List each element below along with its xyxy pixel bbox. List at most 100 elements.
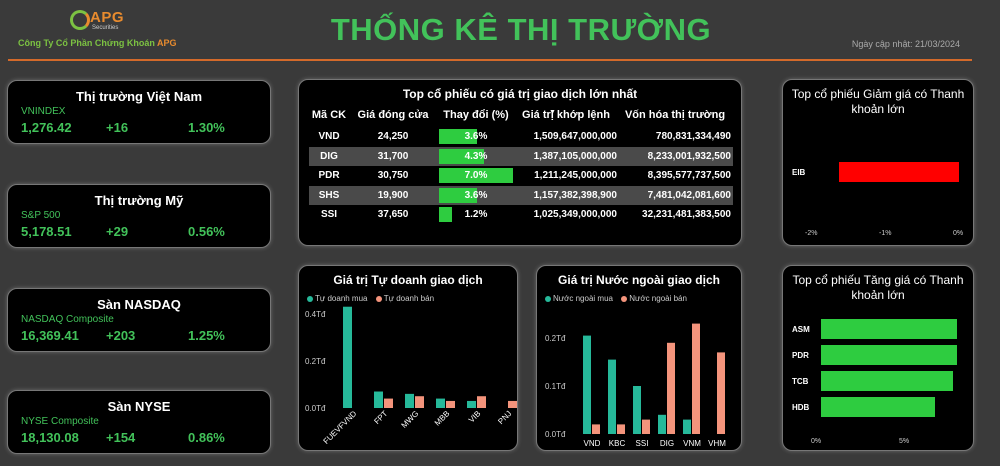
x-axis-category-label: SSI <box>636 439 649 448</box>
company-name-prefix: Công Ty Cổ Phần Chứng Khoán <box>18 38 158 48</box>
column-bar[interactable] <box>436 398 445 408</box>
column-bar[interactable] <box>374 391 383 408</box>
change-bar <box>439 207 452 222</box>
table-row[interactable]: VND 24,250 3.6% 1,509,647,000,000 780,831,33… <box>309 127 733 147</box>
cell-close: 31,700 <box>377 150 409 162</box>
cell-close: 37,650 <box>377 209 409 220</box>
legend-dot-icon <box>307 295 313 302</box>
market-change: +16 <box>106 120 129 135</box>
company-logo: APG Securities <box>70 9 160 38</box>
column-bar[interactable] <box>608 359 616 434</box>
bar[interactable] <box>821 345 957 365</box>
cell-code: PDR <box>318 170 340 181</box>
column-bar[interactable] <box>583 335 591 434</box>
column-bar[interactable] <box>717 352 725 434</box>
cell-cap: 32,231,481,383,500 <box>642 209 731 220</box>
market-index-name: NYSE Composite <box>21 416 99 427</box>
column-bar[interactable] <box>343 306 352 408</box>
cell-change: 7.0% <box>464 170 488 181</box>
column-bar[interactable] <box>692 323 700 434</box>
cell-code: VND <box>318 131 340 142</box>
cell-change: 4.3% <box>464 150 488 162</box>
legend-item-sell[interactable]: Nước ngoài bán <box>621 294 687 303</box>
column-bar[interactable] <box>617 424 625 434</box>
column-bar[interactable] <box>683 419 691 434</box>
cell-change: 3.6% <box>464 189 488 201</box>
column-header-close[interactable]: Giá đóng cửa <box>357 109 429 121</box>
y-axis-tick-label: 0.1Tđ <box>545 382 566 391</box>
table-row[interactable]: SHS 19,900 3.6% 1,157,382,398,900 7,481,042,… <box>309 185 733 205</box>
chart-title: Giá trị Tự doanh giao dịch <box>333 273 483 287</box>
market-change: +154 <box>106 430 136 445</box>
axis-tick-label: -2% <box>805 230 818 237</box>
column-bar[interactable] <box>658 414 666 434</box>
market-change-percent: 1.25% <box>188 328 225 343</box>
cell-code: SHS <box>318 189 340 201</box>
column-header-code[interactable]: Mã CK <box>311 109 347 121</box>
column-header-cap[interactable]: Vốn hóa thị trường <box>624 109 726 121</box>
column-bar[interactable] <box>467 400 476 408</box>
company-name-accent: APG <box>157 38 177 48</box>
bar-label: TCB <box>792 377 809 386</box>
column-header-value[interactable]: Giá trị khớp lệnh <box>522 109 610 121</box>
cell-code: SSI <box>320 209 338 220</box>
axis-tick-label: -1% <box>879 230 892 237</box>
market-title: Thị trường Mỹ <box>94 193 184 208</box>
bar[interactable] <box>821 319 957 339</box>
legend-dot-icon <box>621 295 628 302</box>
cell-cap: 780,831,334,490 <box>655 131 731 142</box>
change-bar <box>439 148 485 164</box>
legend-item-buy[interactable]: Nước ngoài mua <box>545 294 613 303</box>
column-bar[interactable] <box>633 386 641 434</box>
table-row[interactable]: DIG 31,700 4.3% 1,387,105,000,000 8,233,001,… <box>309 146 733 166</box>
legend-item-buy[interactable]: Tự doanh mua <box>307 294 368 303</box>
table-row[interactable]: PDR 30,750 7.0% 1,211,245,000,000 8,395,577,… <box>309 166 733 186</box>
legend-label: Nước ngoài mua <box>553 294 613 303</box>
legend-item-sell[interactable]: Tự doanh bán <box>375 294 435 303</box>
market-card-nasdaq: Sàn NASDAQ NASDAQ Composite 16,369.41 +2… <box>7 288 271 352</box>
cell-close: 19,900 <box>377 189 409 201</box>
column-bar[interactable] <box>592 424 600 434</box>
cell-change: 1.2% <box>464 209 488 220</box>
column-bar[interactable] <box>642 419 650 434</box>
column-bar[interactable] <box>508 400 517 408</box>
bar-label: ASM <box>792 325 810 334</box>
foreign-column-chart: 0.0Tđ 0.1Tđ 0.2Tđ VND KBC SSI DIG VNM VHM <box>545 323 726 448</box>
column-bar[interactable] <box>477 396 486 408</box>
y-axis-tick-label: 0.0Tđ <box>305 404 326 413</box>
market-index-name: S&P 500 <box>21 210 61 221</box>
x-axis-category-label: DIG <box>660 439 674 448</box>
x-axis-category-label: VHM <box>708 439 726 448</box>
market-change-percent: 0.86% <box>188 430 225 445</box>
axis-tick-label: 0% <box>953 230 964 237</box>
proprietary-column-chart: 0.0Tđ 0.2Tđ 0.4Tđ FUEVFVND FPT MWG MBB VIB PNJ <box>305 306 517 446</box>
cell-value: 1,025,349,000,000 <box>533 209 617 220</box>
column-bar[interactable] <box>405 393 414 408</box>
market-index-name: NASDAQ Composite <box>21 314 114 325</box>
bar[interactable] <box>821 371 953 391</box>
top-decrease-card: Top cổ phiếu Giảm giá có Thanh khoản lớn… <box>782 79 974 246</box>
legend-label: Tự doanh mua <box>315 294 368 303</box>
market-index-value: 1,276.42 <box>21 120 72 135</box>
column-bar[interactable] <box>667 342 675 434</box>
legend-label: Tự doanh bán <box>383 294 435 303</box>
table-row[interactable]: SSI 37,650 1.2% 1,025,349,000,000 32,231,481… <box>309 205 733 225</box>
column-bar[interactable] <box>446 400 455 408</box>
y-axis-tick-label: 0.0Tđ <box>545 430 566 439</box>
legend-dot-icon <box>545 295 551 302</box>
y-axis-tick-label: 0.2Tđ <box>305 357 326 366</box>
cell-cap: 7,481,042,081,600 <box>647 189 731 201</box>
market-index-name: VNINDEX <box>21 106 66 117</box>
market-card-nyse: Sàn NYSE NYSE Composite 18,130.08 +154 0… <box>7 390 271 454</box>
x-axis-category-label: KBC <box>609 439 626 448</box>
chart-title: Top cổ phiếu Giảm giá có Thanh khoản lớn <box>791 87 965 116</box>
column-bar[interactable] <box>415 396 424 408</box>
bar[interactable] <box>821 397 935 417</box>
column-header-change[interactable]: Thay đổi (%) <box>443 109 509 121</box>
x-axis-category-label: FUEVFVND <box>322 409 359 446</box>
header: APG Securities Công Ty Cổ Phần Chứng Kho… <box>0 0 1000 62</box>
axis-tick-label: 0% <box>811 438 822 445</box>
bar-label: HDB <box>792 403 810 412</box>
column-bar[interactable] <box>384 398 393 408</box>
bar[interactable] <box>839 162 959 182</box>
